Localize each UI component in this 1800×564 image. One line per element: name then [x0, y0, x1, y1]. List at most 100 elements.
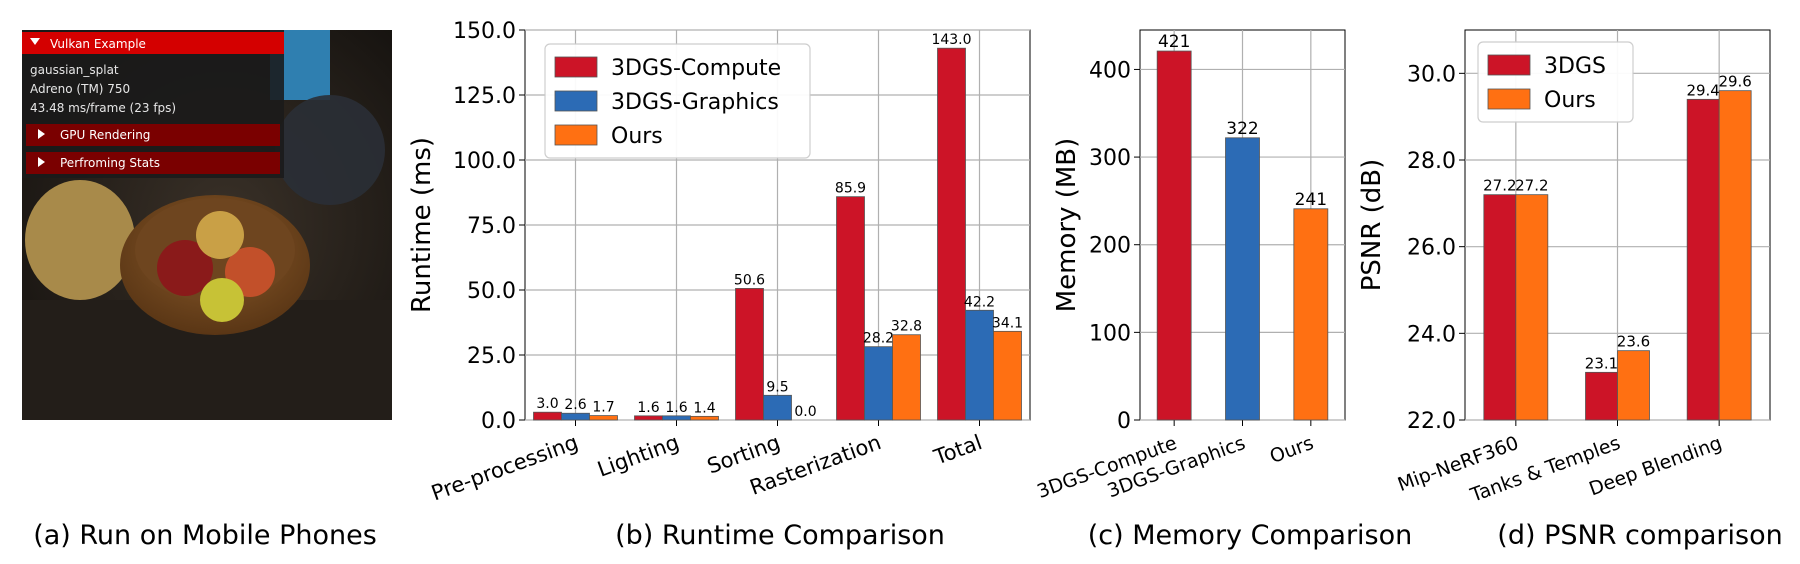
bar-value-label: 3.0	[536, 396, 558, 412]
bar-ours	[1293, 208, 1329, 421]
bar-value-label: 241	[1295, 190, 1327, 210]
bar-3dgs-graphics	[864, 346, 893, 421]
bar-3dgs	[1686, 98, 1720, 421]
bar-value-label: 27.2	[1483, 177, 1516, 195]
bar-value-label: 28.2	[863, 331, 894, 347]
y-tick-label: 200	[1089, 234, 1131, 259]
caption-a: (a) Run on Mobile Phones	[33, 520, 377, 551]
legend-swatch	[1487, 88, 1531, 110]
bar-ours	[892, 334, 921, 421]
bar-value-label: 1.6	[665, 400, 687, 416]
scene-lemon	[200, 278, 244, 322]
bar-value-label: 23.1	[1585, 354, 1618, 372]
overlay-section-performing-stats[interactable]	[26, 152, 280, 174]
legend-label: 3DGS-Graphics	[611, 90, 779, 115]
bar-ours	[1515, 194, 1549, 421]
bar-value-label: 29.4	[1686, 81, 1719, 99]
legend-label: Ours	[611, 124, 663, 149]
legend-label: 3DGS-Compute	[611, 56, 781, 81]
y-tick-label: 25.0	[467, 344, 516, 369]
bar-ours	[589, 415, 618, 421]
scene-apple-yellow	[196, 211, 244, 259]
legend-swatch	[554, 90, 598, 112]
overlay-title: Vulkan Example	[50, 37, 146, 51]
bar-3dgs-compute	[533, 411, 562, 421]
bar-value-label: 1.4	[693, 400, 715, 416]
bar-ours	[690, 415, 719, 421]
triangle-right-icon	[38, 157, 45, 167]
bar-value-label: 23.6	[1617, 333, 1650, 351]
runtime-chart: 0.0 25.0 50.0 75.0 100.0 125.0 150.0 Pre-proces…	[407, 19, 1031, 551]
y-tick-label: 26.0	[1407, 236, 1456, 261]
phone-screenshot: Vulkan Example gaussian_splat Adreno (TM…	[22, 30, 392, 420]
bar-value-label: 29.6	[1718, 73, 1751, 91]
x-tick-label: Lighting	[594, 430, 682, 482]
bar-value-label: 85.9	[835, 181, 866, 197]
y-axis-label: Memory (MB)	[1052, 138, 1082, 313]
chart-caption: (c) Memory Comparison	[1088, 520, 1413, 551]
y-tick-label: 22.0	[1407, 409, 1456, 434]
y-tick-label: 24.0	[1407, 322, 1456, 347]
bar-3dgs	[1483, 194, 1517, 421]
overlay-header[interactable]	[22, 32, 284, 54]
y-axis-label: PSNR (dB)	[1357, 159, 1387, 292]
triangle-down-icon	[30, 38, 40, 45]
bar-3dgs-graphics	[1225, 137, 1260, 421]
y-tick-label: 30.0	[1407, 62, 1456, 87]
legend-label: 3DGS	[1544, 54, 1606, 79]
legend-swatch	[554, 56, 598, 78]
scene-stuffed-toy	[25, 180, 135, 300]
bar-value-label: 9.5	[766, 379, 788, 395]
bar-value-label: 50.6	[734, 272, 765, 288]
bar-value-label: 1.7	[592, 400, 614, 416]
y-tick-label: 100	[1089, 321, 1131, 346]
bar-ours	[993, 330, 1022, 421]
y-tick-label: 100.0	[453, 149, 516, 174]
overlay-section-gpu-rendering[interactable]	[26, 124, 280, 146]
y-tick-label: 28.0	[1407, 149, 1456, 174]
overlay-fps: 43.48 ms/frame (23 fps)	[30, 101, 176, 115]
bar-value-label: 0.0	[794, 404, 816, 420]
y-tick-label: 150.0	[453, 19, 516, 44]
y-tick-label: 0	[1117, 409, 1131, 434]
bar-value-label: 32.8	[891, 319, 922, 335]
scene-glass-jar	[275, 95, 385, 205]
bar-3dgs-graphics	[965, 309, 994, 421]
overlay-gpu-name: Adreno (TM) 750	[30, 82, 130, 96]
y-tick-label: 300	[1089, 146, 1131, 171]
bar-value-label: 27.2	[1515, 177, 1548, 195]
chart-caption: (d) PSNR comparison	[1497, 520, 1782, 551]
bar-value-label: 1.6	[637, 400, 659, 416]
overlay-section-stats-label: Perfroming Stats	[60, 156, 160, 170]
x-tick-label: Total	[930, 430, 985, 470]
bar-3dgs-graphics	[763, 394, 792, 421]
y-tick-label: 0.0	[481, 409, 516, 434]
legend-swatch	[554, 124, 598, 146]
scene-apple-red	[157, 240, 213, 296]
bar-value-label: 143.0	[931, 32, 971, 48]
bar-value-label: 34.1	[992, 315, 1023, 331]
y-tick-label: 75.0	[467, 214, 516, 239]
y-tick-label: 400	[1089, 58, 1131, 83]
chart-caption: (b) Runtime Comparison	[615, 520, 945, 551]
bar-value-label: 42.2	[964, 294, 995, 310]
bar-3dgs-compute	[836, 196, 865, 421]
bar-3dgs-compute	[735, 288, 764, 421]
bar-ours	[1718, 90, 1752, 421]
bar-3dgs-compute	[1156, 50, 1192, 421]
legend-swatch	[1487, 54, 1531, 76]
legend-label: Ours	[1544, 88, 1596, 113]
bar-3dgs-graphics	[662, 415, 691, 421]
bar-value-label: 2.6	[564, 397, 586, 413]
bar-3dgs-compute	[634, 415, 663, 421]
bar-value-label: 421	[1158, 32, 1190, 52]
y-axis-label: Runtime (ms)	[407, 137, 437, 313]
overlay-section-gpu-label: GPU Rendering	[60, 128, 150, 142]
legend-box	[544, 43, 811, 159]
x-tick-label: Pre-processing	[428, 430, 581, 505]
x-tick-label: Ours	[1267, 432, 1317, 468]
y-tick-label: 50.0	[467, 279, 516, 304]
